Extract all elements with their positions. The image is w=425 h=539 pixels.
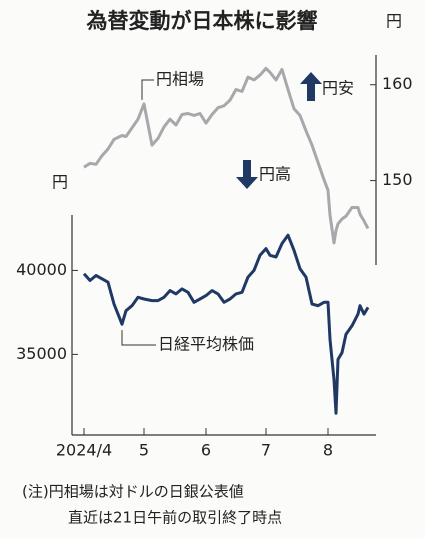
series-line [82,233,370,415]
leader-line [141,79,154,100]
chart-title: 為替変動が日本株に影響 [87,9,318,33]
note: (注)円相場は対ドルの日銀公表値 [22,483,244,501]
x-tick-label: 8 [323,441,333,460]
y2-tick-label: 150 [382,170,413,189]
x-tick-label: 2024/4 [56,441,112,460]
x-tick-label: 5 [139,441,149,460]
series-label: 日経平均株価 [158,335,254,354]
series-line [83,66,370,245]
annotation: 円高 [259,165,291,184]
leader-line [121,330,156,346]
down-arrow [236,160,258,189]
y2-tick-label: 160 [382,74,413,93]
x-tick-label: 7 [261,441,271,460]
y-tick-label: 35000 [16,344,67,363]
annotation: 円安 [322,79,354,98]
x-tick-label: 6 [201,441,211,460]
series-label: 円相場 [156,70,204,89]
y-tick-label: 40000 [16,260,67,279]
up-arrow [300,72,322,101]
y2-unit: 円 [386,12,402,31]
note: 直近は21日午前の取引終了時点 [68,509,282,527]
y-unit: 円 [52,173,68,192]
